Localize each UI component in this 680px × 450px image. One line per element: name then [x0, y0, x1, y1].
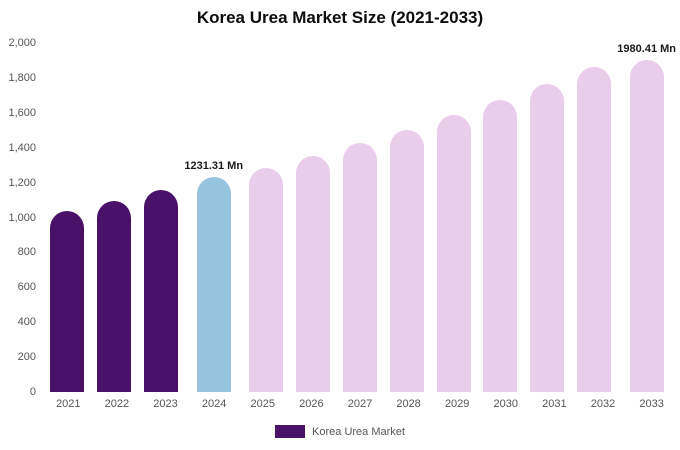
plot-area: 1231.31 Mn 1980.41 Mn: [44, 43, 676, 392]
bar-2026: [296, 156, 331, 392]
x-axis-label: 2032: [590, 398, 616, 410]
x-axis-label: 2029: [444, 398, 470, 410]
bar-2022: [97, 200, 132, 392]
legend-swatch: [275, 425, 306, 438]
bar-slot: [571, 43, 618, 392]
bar-slot: 1980.41 Mn: [617, 43, 676, 392]
y-tick-label: 1,800: [8, 71, 36, 84]
bar-2021: [50, 211, 85, 392]
bar-value-label: 1231.31 Mn: [184, 160, 244, 173]
bar-2030: [483, 99, 518, 392]
y-tick-label: 1,400: [8, 141, 36, 154]
x-axis-label: 2026: [299, 398, 324, 410]
x-axis-label: 2031: [542, 398, 567, 410]
y-tick-label: 200: [17, 351, 36, 364]
bar-slot: [243, 43, 290, 392]
x-axis-label: 2027: [347, 398, 373, 410]
y-axis: 0 200 400 600 800 1,000 1,200 1,400 1,600 1,800 2,…: [0, 37, 40, 398]
bar-slot: [524, 43, 571, 392]
bar-slot: [138, 43, 185, 392]
legend-label: Korea Urea Market: [312, 425, 405, 438]
bar-2024: [196, 177, 231, 392]
bar-slot: [430, 43, 477, 392]
x-axis-label: 2023: [153, 398, 178, 410]
y-tick-label: 1,200: [8, 176, 36, 189]
bar-slot: [44, 43, 91, 392]
x-axis-label: 2033: [639, 398, 664, 410]
x-axis-label: 2022: [104, 398, 130, 410]
y-tick-label: 0: [29, 386, 36, 398]
bar-slot: [477, 43, 524, 392]
bar-2029: [436, 115, 471, 392]
x-axis-label: 2024: [201, 398, 227, 410]
x-axis-label: 2028: [396, 398, 421, 410]
bar-value-label: 1980.41 Mn: [617, 43, 676, 55]
bar-2023: [143, 190, 178, 392]
y-tick-label: 1,000: [8, 211, 36, 224]
y-tick-label: 800: [17, 246, 36, 259]
x-axis-label: 2030: [493, 398, 519, 410]
bar-2031: [530, 84, 565, 392]
x-axis-labels: 2021 2022 2023 2024 2025 2026 2027 2028 2029 2030…: [44, 398, 676, 410]
y-tick-label: 600: [17, 281, 36, 294]
x-axis-label: 2025: [250, 398, 275, 410]
bar-2028: [389, 130, 424, 392]
y-tick-label: 400: [17, 316, 36, 329]
bar-slot: [91, 43, 138, 392]
chart-title: Korea Urea Market Size (2021-2033): [196, 8, 484, 27]
legend: Korea Urea Market: [0, 425, 680, 438]
bar-slot: [383, 43, 430, 392]
bar-slot: [337, 43, 384, 392]
bar-2027: [343, 143, 377, 392]
bar-slot: 1231.31 Mn: [184, 43, 243, 392]
bar-2032: [576, 66, 611, 392]
y-tick-label: 1,600: [8, 106, 36, 119]
x-axis-label: 2021: [56, 398, 81, 410]
bar-slot: [290, 43, 337, 392]
bar-2025: [249, 167, 284, 392]
y-tick-label: 2,000: [8, 37, 36, 49]
bar-2033: [629, 60, 664, 392]
